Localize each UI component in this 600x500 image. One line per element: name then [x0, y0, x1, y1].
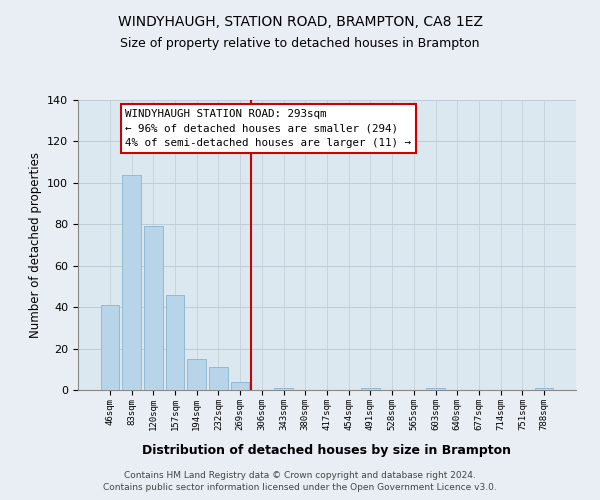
Bar: [535, 388, 553, 390]
Bar: [187, 359, 206, 390]
Text: Contains HM Land Registry data © Crown copyright and database right 2024.
Contai: Contains HM Land Registry data © Crown c…: [103, 471, 497, 492]
Bar: [122, 174, 141, 390]
Bar: [144, 226, 163, 390]
X-axis label: Distribution of detached houses by size in Brampton: Distribution of detached houses by size …: [143, 444, 511, 457]
Bar: [231, 382, 250, 390]
Bar: [166, 294, 184, 390]
Bar: [274, 388, 293, 390]
Y-axis label: Number of detached properties: Number of detached properties: [29, 152, 41, 338]
Text: Size of property relative to detached houses in Brampton: Size of property relative to detached ho…: [120, 38, 480, 51]
Text: WINDYHAUGH, STATION ROAD, BRAMPTON, CA8 1EZ: WINDYHAUGH, STATION ROAD, BRAMPTON, CA8 …: [118, 15, 482, 29]
Text: WINDYHAUGH STATION ROAD: 293sqm
← 96% of detached houses are smaller (294)
4% of: WINDYHAUGH STATION ROAD: 293sqm ← 96% of…: [125, 108, 412, 148]
Bar: [209, 367, 227, 390]
Bar: [427, 388, 445, 390]
Bar: [101, 305, 119, 390]
Bar: [361, 388, 380, 390]
